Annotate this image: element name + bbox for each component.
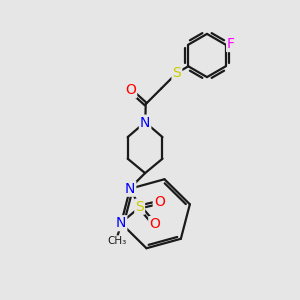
Text: N: N bbox=[125, 182, 135, 196]
Text: CH₃: CH₃ bbox=[107, 236, 126, 246]
Text: O: O bbox=[149, 217, 160, 231]
Text: N: N bbox=[140, 116, 150, 130]
Text: S: S bbox=[135, 200, 144, 214]
Text: N: N bbox=[116, 216, 126, 230]
Text: F: F bbox=[227, 37, 235, 51]
Text: O: O bbox=[154, 195, 165, 209]
Text: S: S bbox=[172, 66, 181, 80]
Text: O: O bbox=[125, 83, 136, 97]
